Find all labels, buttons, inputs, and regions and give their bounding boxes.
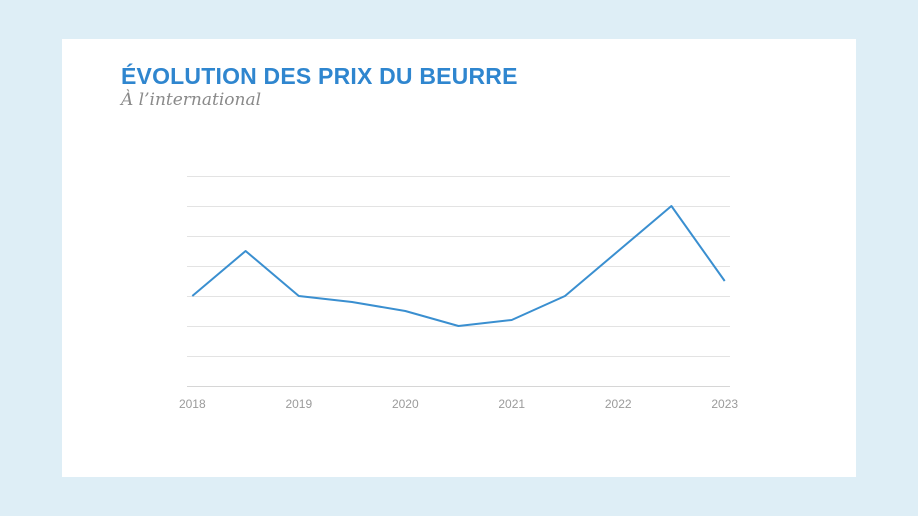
data-point	[189, 293, 195, 299]
grid-lines	[187, 176, 730, 387]
data-point	[509, 317, 515, 323]
data-point	[456, 323, 462, 329]
x-tick-label: 2022	[605, 397, 632, 411]
data-point	[562, 293, 568, 299]
chart-card	[62, 39, 856, 477]
x-tick-label: 2019	[285, 397, 312, 411]
data-point	[615, 248, 621, 254]
x-axis-labels: 2018 2019 2020 2021 2022 2023	[179, 397, 738, 411]
data-point	[243, 248, 249, 254]
data-point	[722, 278, 728, 284]
series-line-0	[191, 205, 726, 327]
x-tick-label: 2020	[392, 397, 419, 411]
data-point	[402, 308, 408, 314]
data-point	[668, 203, 674, 209]
x-tick-label: 2018	[179, 397, 206, 411]
x-tick-label: 2023	[711, 397, 738, 411]
chart-subtitle: À l’international	[121, 90, 262, 110]
data-point	[349, 299, 355, 305]
x-tick-label: 2021	[498, 397, 525, 411]
chart-title: ÉVOLUTION DES PRIX DU BEURRE	[121, 63, 518, 89]
series-layer	[189, 203, 728, 329]
data-point	[296, 293, 302, 299]
